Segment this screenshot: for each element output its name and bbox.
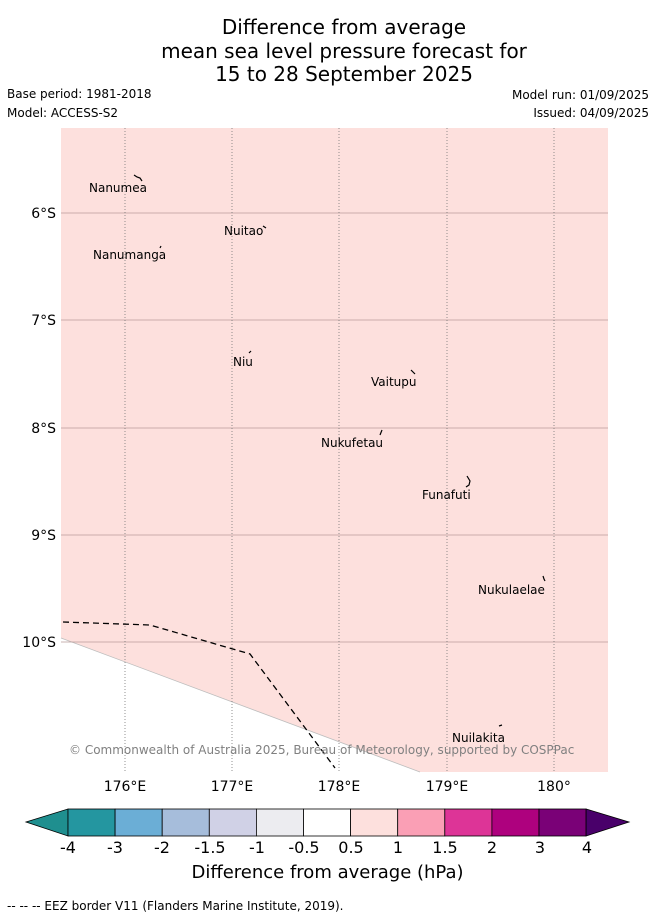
model-run-label: Model run: 01/09/2025 (511, 88, 649, 102)
nuilakita-shape (498, 724, 503, 727)
longitude-gridlines (124, 128, 555, 772)
lon-label-178e: 178°E (318, 779, 361, 795)
colorbar-tick-label: 0.5 (338, 838, 364, 857)
niu-shape (248, 350, 252, 354)
colorbar-arrow-high (585, 808, 631, 837)
colorbar-tick-label: -0.5 (288, 838, 320, 857)
island-label-funafuti: Funafuti (422, 488, 471, 502)
island-label-nukulaelae: Nukulaelae (478, 583, 545, 597)
nanumea-shape (133, 174, 143, 182)
colorbar-tick-label: 1 (392, 838, 404, 857)
lon-label-177e: 177°E (211, 779, 254, 795)
island-label-nanumanga: Nanumanga (93, 248, 166, 262)
lon-label-179e: 179°E (426, 779, 469, 795)
data-edge (60, 637, 421, 773)
lat-label-9s: 9°S (31, 528, 56, 544)
nukufetau-shape (379, 429, 383, 436)
title-line-3: 15 to 28 September 2025 (215, 62, 473, 86)
nanumanga-shape (159, 245, 162, 249)
lat-label-7s: 7°S (31, 313, 56, 329)
nuitao-shape (262, 225, 267, 229)
lon-label-176e: 176°E (104, 779, 147, 795)
title-line-2: mean sea level pressure forecast for (161, 38, 527, 63)
colorbar-cell (444, 808, 493, 837)
island-shapes (133, 174, 546, 727)
funafuti-shape (465, 475, 471, 488)
colorbar-tick-label: -1 (249, 838, 265, 857)
colorbar-tick-label: -1.5 (194, 838, 226, 857)
colorbar-tick-label: -4 (60, 838, 76, 857)
colorbar-tick-label: 1.5 (432, 838, 458, 857)
chart-title: Difference from average mean sea level p… (0, 15, 655, 87)
colorbar-cell (208, 808, 257, 837)
longitude-labels: 176°E 177°E 178°E 179°E 180° (104, 779, 571, 795)
colorbar-cell (114, 808, 163, 837)
colorbar-cell (538, 808, 587, 837)
pressure-anomaly-fill (61, 128, 608, 772)
colorbar-cell (303, 808, 351, 837)
island-label-vaitupu: Vaitupu (371, 375, 417, 389)
latitude-gridlines (61, 212, 608, 643)
colorbar-arrow-low (24, 808, 69, 837)
island-label-nuitao: Nuitao (224, 224, 263, 238)
nukulaelae-shape (542, 575, 546, 582)
colorbar-cell (350, 808, 399, 837)
latitude-labels: 6°S 7°S 8°S 9°S 10°S (22, 206, 56, 651)
lon-label-180: 180° (537, 779, 571, 795)
map-panel (60, 128, 608, 773)
colorbar-tick-label: 2 (486, 838, 498, 857)
colorbar-cell (161, 808, 210, 837)
colorbar-cell (491, 808, 540, 837)
island-labels: Nanumea Nuitao Nanumanga Niu Vaitupu Nuk… (89, 181, 545, 745)
island-label-nuilakita: Nuilakita (452, 731, 505, 745)
colorbar (24, 808, 631, 837)
colorbar-title: Difference from average (hPa) (191, 862, 464, 883)
colorbar-cell (67, 808, 116, 837)
base-period-label: Base period: 1981-2018 (7, 87, 152, 101)
lat-label-10s: 10°S (22, 635, 56, 651)
colorbar-tick-label: 4 (581, 838, 593, 857)
lat-label-8s: 8°S (31, 421, 56, 437)
colorbar-tick-label: -3 (107, 838, 123, 857)
island-label-niu: Niu (233, 355, 253, 369)
island-label-nanumea: Nanumea (89, 181, 147, 195)
model-label: Model: ACCESS-S2 (7, 106, 119, 120)
colorbar-cell (397, 808, 446, 837)
colorbar-tick-label: 3 (534, 838, 546, 857)
copyright-notice: © Commonwealth of Australia 2025, Bureau… (69, 743, 574, 757)
issued-label: Issued: 04/09/2025 (533, 106, 649, 120)
eez-border (62, 621, 336, 769)
lat-label-6s: 6°S (31, 206, 56, 222)
colorbar-tick-label: -2 (154, 838, 170, 857)
title-line-1: Difference from average (221, 15, 467, 39)
colorbar-cell (255, 808, 304, 837)
eez-footnote: -- -- -- EEZ border V11 (Flanders Marine… (7, 899, 344, 913)
island-label-nukufetau: Nukufetau (321, 436, 383, 450)
vaitupu-shape (410, 369, 416, 375)
